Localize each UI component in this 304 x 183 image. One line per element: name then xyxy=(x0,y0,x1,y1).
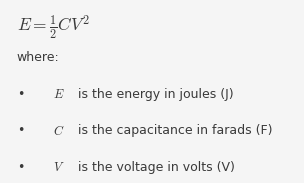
Text: •: • xyxy=(18,161,25,174)
Text: is the energy in joules (J): is the energy in joules (J) xyxy=(74,88,234,101)
Text: •: • xyxy=(18,124,25,137)
Text: $E$: $E$ xyxy=(53,88,65,101)
Text: is the voltage in volts (V): is the voltage in volts (V) xyxy=(74,161,235,174)
Text: $C$: $C$ xyxy=(53,124,65,139)
Text: is the capacitance in farads (F): is the capacitance in farads (F) xyxy=(74,124,273,137)
Text: where:: where: xyxy=(17,51,60,64)
Text: $E = \frac{1}{2}CV^2$: $E = \frac{1}{2}CV^2$ xyxy=(17,13,89,41)
Text: •: • xyxy=(18,88,25,101)
Text: $V$: $V$ xyxy=(53,161,65,174)
